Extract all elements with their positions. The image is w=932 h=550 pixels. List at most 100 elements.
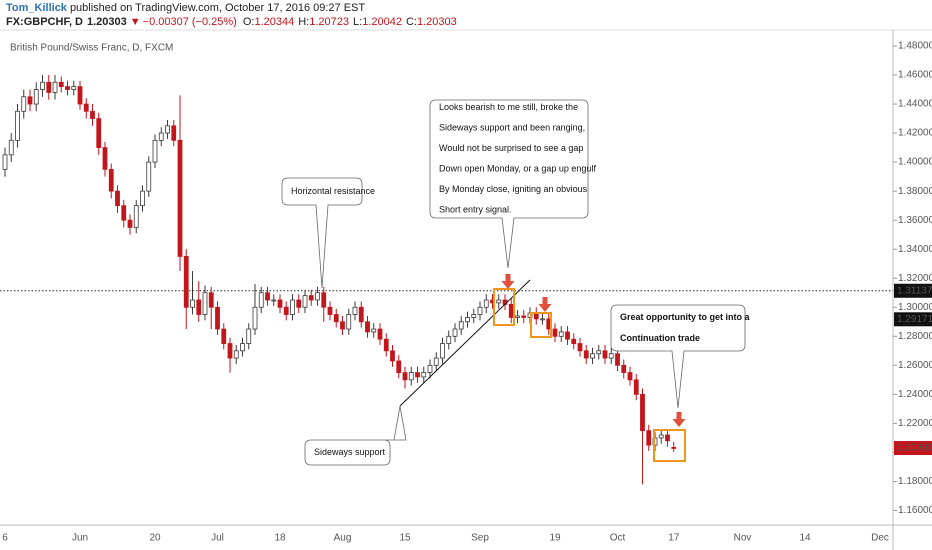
candle-body — [296, 299, 302, 308]
trendline — [399, 279, 531, 407]
y-tick-label: 1.26000 — [898, 360, 932, 371]
candle-body — [165, 125, 170, 134]
candle-body — [133, 205, 139, 228]
candle-body — [396, 360, 402, 373]
last-price-tag-bg — [894, 441, 932, 456]
x-tick-label: 14 — [799, 533, 811, 544]
price-tag-bg — [894, 312, 932, 327]
callout-text: Looks bearish to me still, broke the — [439, 102, 578, 112]
candle-body — [577, 343, 583, 352]
callout-box — [429, 99, 589, 269]
x-tick-label: Jun — [72, 533, 88, 544]
candle-body — [627, 372, 633, 381]
symbol: FX:GBPCHF, D — [6, 16, 83, 28]
x-tick-label: Dec — [871, 533, 889, 544]
y-tick-label: 1.42000 — [898, 128, 932, 139]
candle-body — [265, 292, 270, 301]
published: published on TradingView.com, October 17… — [70, 2, 365, 14]
y-tick-label: 1.32000 — [898, 273, 932, 284]
candle-body — [477, 306, 483, 315]
candle-body — [96, 118, 102, 148]
candle-body — [565, 331, 570, 340]
candle-body — [77, 86, 83, 105]
ohlc-label: L: — [353, 16, 362, 28]
y-tick-label: 1.48000 — [898, 41, 932, 52]
candle-body — [446, 335, 452, 344]
candle-body — [277, 299, 283, 308]
candle-body — [240, 343, 245, 352]
candle-body — [383, 338, 389, 352]
y-tick-label: 1.40000 — [898, 157, 932, 168]
callout-box — [610, 304, 746, 409]
candle-body — [83, 103, 89, 112]
candle-body — [2, 154, 8, 170]
signal-arrow — [501, 274, 515, 289]
callout-text: Horizontal resistance — [291, 186, 375, 196]
callout-text: Sideways support — [314, 447, 386, 457]
x-tick-label: Nov — [734, 533, 752, 544]
y-tick-label: 1.46000 — [898, 70, 932, 81]
candle-body — [471, 314, 477, 318]
y-tick-label: 1.28000 — [898, 331, 932, 342]
candle-body — [215, 306, 220, 330]
candle-body — [33, 89, 39, 105]
candle-body — [152, 139, 158, 163]
candle-body — [308, 295, 314, 301]
candle-body — [115, 190, 120, 207]
candle-body — [583, 350, 589, 359]
candle-body — [421, 372, 427, 378]
callout-text: Short entry signal. — [439, 205, 512, 215]
candle-body — [671, 447, 677, 449]
candle-body — [333, 314, 339, 323]
candle-body — [58, 81, 64, 88]
candle-body — [121, 205, 127, 221]
header-line: Tom_Killick published on TradingView.com,… — [6, 2, 365, 14]
callout-text: Continuation trade — [620, 333, 700, 343]
author[interactable]: Tom_Killick — [6, 2, 68, 14]
y-tick-label: 1.18000 — [898, 476, 932, 487]
candle-body — [402, 372, 408, 381]
x-tick-label: 19 — [549, 533, 561, 544]
price-tag: 1.31137 — [897, 285, 932, 296]
candle-body — [340, 321, 345, 330]
callout-text: Would not be surprised to see a gap — [439, 143, 583, 153]
candle-body — [390, 350, 395, 362]
candle-body — [440, 343, 445, 359]
y-tick-label: 1.30000 — [898, 302, 932, 313]
candle-body — [315, 292, 320, 301]
x-tick-label: 15 — [399, 533, 411, 544]
x-tick-label: 17 — [668, 533, 680, 544]
candle-body — [508, 303, 514, 318]
candle-body — [621, 364, 627, 373]
candle-body — [571, 338, 577, 344]
candle-body — [608, 353, 614, 359]
x-tick-label: Sep — [471, 533, 489, 544]
y-tick-label: 1.22000 — [898, 418, 932, 429]
candle-body — [540, 318, 545, 321]
ohlc-label: C: — [406, 16, 417, 28]
x-tick-label: Jul — [211, 533, 224, 544]
y-tick-label: 1.34000 — [898, 244, 932, 255]
candle-body — [8, 139, 14, 156]
callout-text: Great opportunity to get into a — [620, 312, 750, 322]
candle-body — [415, 372, 420, 378]
candle-body — [90, 110, 95, 119]
candle-body — [283, 306, 289, 315]
highlight-box — [530, 312, 552, 338]
candle-body — [40, 81, 45, 90]
ohlc-value: 1.20303 — [417, 16, 457, 28]
y-tick-label: 1.44000 — [898, 99, 932, 110]
candle-body — [158, 132, 164, 141]
highlight-box — [653, 429, 686, 462]
candle-body — [658, 434, 664, 439]
x-tick-label: Oct — [610, 533, 626, 544]
candle-body — [452, 328, 458, 337]
candle-body — [108, 168, 114, 192]
last-price-tag: 1.20303 — [897, 443, 932, 454]
candle-body — [65, 86, 70, 90]
candle-body — [615, 353, 620, 366]
ohlc-label: O: — [243, 16, 255, 28]
candle-body — [640, 393, 645, 432]
last-price: 1.20303 — [87, 16, 127, 28]
